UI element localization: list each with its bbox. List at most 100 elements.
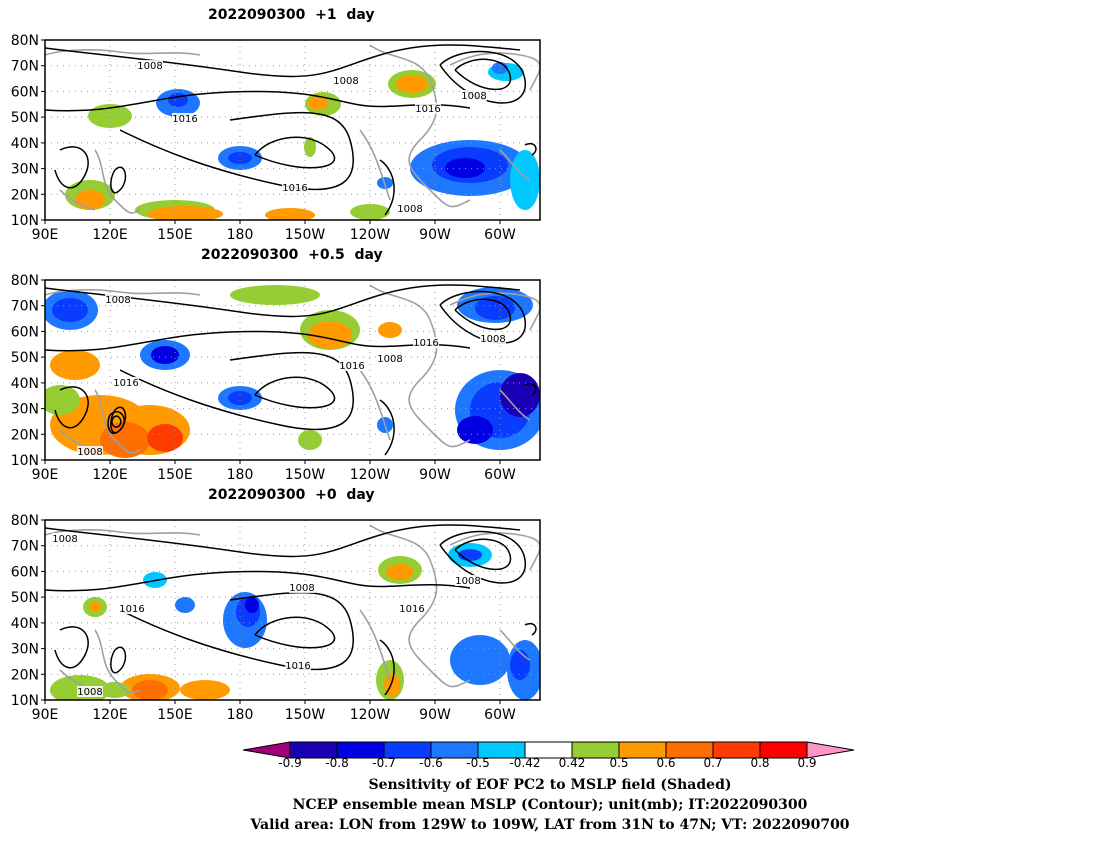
colorbar-tick-label: -0.7	[372, 756, 396, 770]
p1-shade-region	[228, 152, 252, 164]
p2-shade-region	[475, 296, 515, 320]
panel-3-title: 2022090300 +0 day	[208, 487, 375, 503]
p1-coastline	[59, 189, 96, 211]
p3-lon-label: 150W	[285, 707, 326, 720]
p1-contour-label-bg	[397, 203, 423, 214]
p2-contour-label: 1008	[105, 295, 130, 306]
p3-shade-region	[245, 597, 259, 613]
panel-1-title: 2022090300 +1 day	[208, 7, 375, 23]
p3-mslp-contour	[54, 626, 89, 669]
map-panel-3: 1008 1008 1016 1008 1016 1016 1008 80N 70N 60N 50N…	[0, 480, 560, 720]
p1-lat-label: 30N	[11, 162, 39, 178]
p1-contour-label: 1016	[172, 114, 197, 125]
p1-contour-label: 1008	[397, 204, 422, 215]
p2-shade-region	[308, 321, 352, 349]
p3-lon-label: 120E	[92, 707, 128, 720]
map-panel-3-plot: 1008 1008 1016 1008 1016 1016 1008 80N 70N 60N 50N…	[11, 513, 541, 720]
p2-shade-region	[147, 424, 183, 452]
p3-shade-region	[175, 597, 195, 613]
p1-lon-label: 60W	[484, 227, 516, 240]
p1-lon-label: 120E	[92, 227, 128, 240]
colorbar-max-arrow	[806, 741, 855, 759]
p2-mslp-contour	[111, 415, 122, 428]
p1-lon-label: 120W	[350, 227, 391, 240]
p1-mslp-contour	[524, 143, 537, 156]
p1-mslp-contour	[45, 90, 471, 112]
p2-shade-region	[298, 430, 322, 450]
p2-shade-region	[228, 391, 252, 405]
p3-contour-label-bg	[455, 575, 481, 586]
p3-frame	[44, 519, 541, 701]
p2-coastline	[45, 289, 201, 296]
p3-shade-region	[100, 682, 130, 698]
map-panel-2-plot: 1008 1008 1016 1016 1008 1016 1008 80N 70N 60N 50N…	[11, 273, 541, 480]
p3-shade-region	[132, 680, 168, 700]
p2-contour-label-bg	[105, 294, 131, 305]
p1-lat-label: 60N	[11, 84, 39, 100]
p3-coastline	[499, 629, 531, 661]
p2-mslp-contour	[379, 399, 395, 456]
p2-mslp-contour	[439, 290, 526, 344]
p3-mslp-contour	[454, 538, 512, 571]
p3-coastline	[45, 529, 201, 536]
p2-lat-label: 40N	[11, 376, 39, 392]
p2-contour-label-bg	[339, 360, 365, 371]
p2-lat-label: 30N	[11, 402, 39, 418]
p3-shade-region	[89, 602, 101, 612]
p1-contour-label: 1008	[137, 61, 162, 72]
p1-frame	[44, 39, 541, 221]
p2-contour-label: 1008	[77, 447, 102, 458]
p2-lon-label: 120W	[350, 467, 391, 480]
p3-mslp-contour	[439, 530, 526, 584]
map-panel-1-plot: 1008 1008 1008 1016 1016 1016 1008 80N 70N 60N 50N…	[11, 33, 541, 240]
p3-lat-label: 30N	[11, 642, 39, 658]
p3-contour-label-bg	[399, 603, 425, 614]
p1-shade-region	[445, 158, 485, 178]
p1-coastline	[369, 44, 471, 208]
p3-contour-label: 1016	[285, 661, 310, 672]
p3-contour-label: 1008	[455, 576, 480, 587]
colorbar-tick-label: -0.8	[325, 756, 349, 770]
p1-contour-label-bg	[333, 75, 359, 86]
p3-contour-label: 1008	[77, 687, 102, 698]
p2-lat-label: 60N	[11, 324, 39, 340]
p1-shade-region	[147, 206, 223, 220]
p2-frame	[44, 279, 541, 461]
footer-line-2: NCEP ensemble mean MSLP (Contour); unit(…	[292, 797, 808, 813]
p3-lat-label: 80N	[11, 513, 39, 529]
p3-mslp-contour	[524, 623, 537, 636]
p1-lat-label: 10N	[11, 213, 39, 229]
p2-shade-region	[52, 298, 88, 322]
p3-coastline	[94, 629, 141, 694]
p2-shade-region	[500, 373, 540, 417]
p1-lat-label: 70N	[11, 59, 39, 75]
p3-mslp-contour	[45, 570, 471, 592]
colorbar-tick-label: -0.5	[466, 756, 490, 770]
p2-mslp-contour	[524, 383, 537, 396]
p3-contour-label-bg	[52, 533, 78, 544]
p2-lon-label: 150W	[285, 467, 326, 480]
colorbar-tick-label: 0.7	[703, 756, 723, 770]
p2-mslp-contour	[454, 298, 512, 331]
p1-contour-label: 1008	[333, 76, 358, 87]
p2-mslp-contour	[119, 351, 354, 431]
p2-lon-label: 180	[227, 467, 254, 480]
colorbar-tick-label: 0.42	[558, 756, 586, 770]
p1-lat-label: 50N	[11, 110, 39, 126]
p3-lat-label: 70N	[11, 539, 39, 555]
p1-mslp-contour	[110, 166, 127, 194]
p1-shade-region	[265, 208, 315, 220]
p3-lat-label: 40N	[11, 616, 39, 632]
colorbar-tick-label: 0.8	[750, 756, 770, 770]
p3-contour-label-bg	[289, 582, 315, 593]
p2-lat-label: 80N	[11, 273, 39, 289]
p2-shade-region	[45, 385, 80, 415]
p1-contour-label: 1008	[461, 91, 486, 102]
p2-lon-label: 60W	[484, 467, 516, 480]
p3-lat-label: 20N	[11, 667, 39, 683]
p3-mslp-contour	[45, 524, 521, 558]
p3-mslp-contour	[379, 639, 395, 696]
p1-coastline	[94, 149, 141, 214]
colorbar-tick-label: 0.9	[797, 756, 817, 770]
p1-contour-label-bg	[415, 103, 441, 114]
